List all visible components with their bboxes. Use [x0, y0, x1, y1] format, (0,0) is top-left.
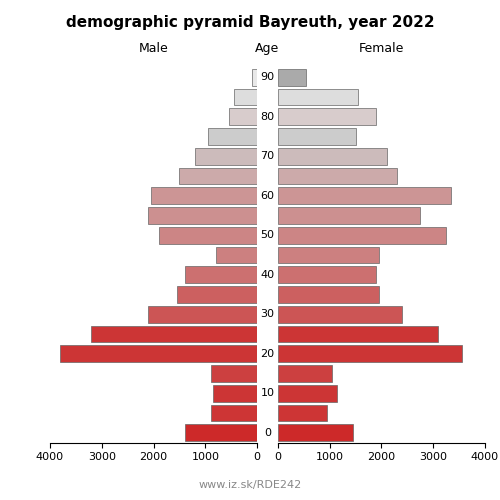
Bar	[60, 346, 257, 362]
Text: 40: 40	[260, 270, 274, 280]
Bar	[278, 424, 353, 441]
Text: Age: Age	[256, 42, 280, 55]
Text: 0: 0	[264, 428, 271, 438]
Bar	[278, 88, 358, 106]
Bar	[278, 168, 397, 184]
Bar	[184, 424, 257, 441]
Text: 60: 60	[260, 191, 274, 201]
Text: 80: 80	[260, 112, 274, 122]
Bar	[278, 246, 379, 264]
Bar	[278, 227, 446, 244]
Bar	[148, 207, 257, 224]
Bar	[278, 365, 332, 382]
Bar	[184, 266, 257, 283]
Bar	[92, 326, 257, 342]
Bar	[195, 148, 257, 164]
Bar	[278, 69, 306, 86]
Bar	[278, 286, 379, 303]
Bar	[159, 227, 257, 244]
Text: 30: 30	[260, 309, 274, 319]
Bar	[278, 128, 355, 145]
Bar	[278, 266, 376, 283]
Bar	[278, 306, 402, 322]
Text: 20: 20	[260, 348, 274, 358]
Text: www.iz.sk/RDE242: www.iz.sk/RDE242	[198, 480, 302, 490]
Bar	[278, 326, 438, 342]
Bar	[210, 404, 257, 421]
Bar	[278, 385, 338, 402]
Bar	[180, 168, 257, 184]
Bar	[278, 148, 386, 164]
Bar	[234, 88, 257, 106]
Bar	[148, 306, 257, 322]
Bar	[252, 69, 257, 86]
Bar	[151, 188, 257, 204]
Text: demographic pyramid Bayreuth, year 2022: demographic pyramid Bayreuth, year 2022	[66, 15, 434, 30]
Bar	[278, 404, 327, 421]
Text: Female: Female	[358, 42, 404, 55]
Bar	[213, 385, 257, 402]
Text: 10: 10	[260, 388, 274, 398]
Text: 70: 70	[260, 152, 274, 162]
Bar	[278, 346, 462, 362]
Bar	[278, 207, 420, 224]
Bar	[210, 365, 257, 382]
Bar	[208, 128, 257, 145]
Bar	[278, 108, 376, 125]
Bar	[177, 286, 257, 303]
Text: Male: Male	[138, 42, 168, 55]
Bar	[278, 188, 452, 204]
Text: 50: 50	[260, 230, 274, 240]
Text: 90: 90	[260, 72, 274, 83]
Bar	[228, 108, 257, 125]
Bar	[216, 246, 257, 264]
